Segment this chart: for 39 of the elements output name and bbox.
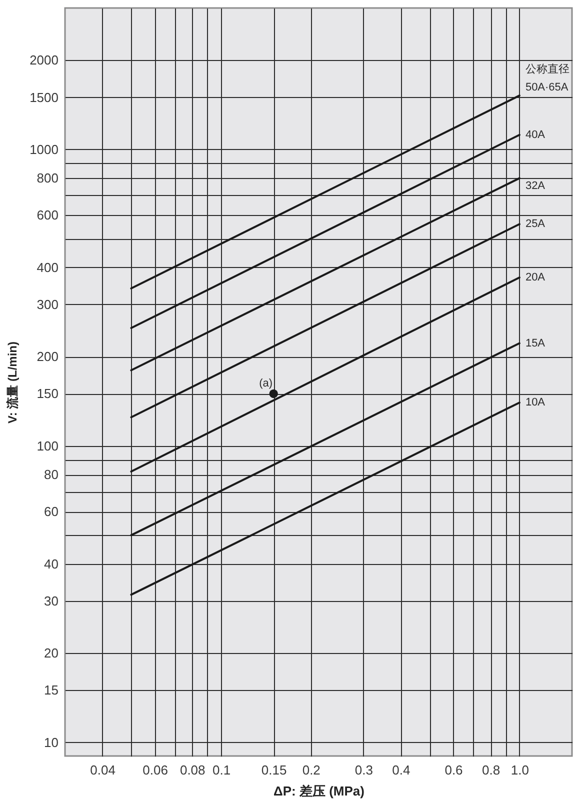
y-tick-label: 300: [36, 296, 58, 312]
y-tick-label: 600: [36, 208, 58, 223]
annotation: (a): [259, 378, 273, 390]
y-tick-label: 15: [44, 682, 58, 698]
x-tick-label: 0.04: [90, 762, 116, 778]
series-label: 15A: [525, 337, 546, 350]
y-tick-label: 200: [36, 349, 58, 364]
x-tick-label: 1.0: [510, 762, 529, 778]
y-tick-label: 30: [44, 593, 58, 608]
series-label: 40A: [525, 128, 546, 141]
series-label: 25A: [525, 218, 546, 230]
x-tick-label: 0.06: [142, 762, 168, 778]
y-tick-label: 10: [44, 734, 58, 750]
y-tick-label: 800: [36, 170, 58, 186]
x-tick-label: 0.8: [482, 762, 500, 778]
y-tick-label: 2000: [30, 52, 58, 68]
annotation: 公称直径: [525, 62, 570, 76]
y-tick-label: 400: [36, 260, 58, 275]
series-label: 20A: [525, 271, 546, 284]
x-tick-label: 0.15: [261, 762, 287, 778]
x-tick-label: 0.08: [180, 762, 206, 778]
y-axis-title: V: 流量 (L/min): [6, 342, 20, 424]
y-tick-label: 80: [44, 467, 58, 482]
y-tick-label: 150: [36, 386, 58, 402]
x-axis-title: ΔP: 差压 (MPa): [274, 784, 364, 798]
series-label: 50A·65A: [525, 82, 569, 94]
y-tick-label: 20: [44, 646, 58, 661]
x-tick-label: 0.1: [212, 762, 231, 778]
y-tick-label: 1000: [30, 142, 58, 157]
series-label: 32A: [525, 180, 546, 192]
y-tick-label: 100: [36, 438, 58, 454]
x-tick-label: 0.6: [444, 762, 463, 778]
x-tick-label: 0.3: [354, 762, 373, 778]
x-tick-label: 0.2: [302, 762, 320, 778]
y-tick-label: 1500: [30, 90, 58, 105]
y-tick-label: 40: [44, 556, 58, 572]
y-tick-label: 60: [44, 504, 58, 520]
series-label: 10A: [525, 396, 546, 409]
x-tick-label: 0.4: [392, 762, 410, 778]
